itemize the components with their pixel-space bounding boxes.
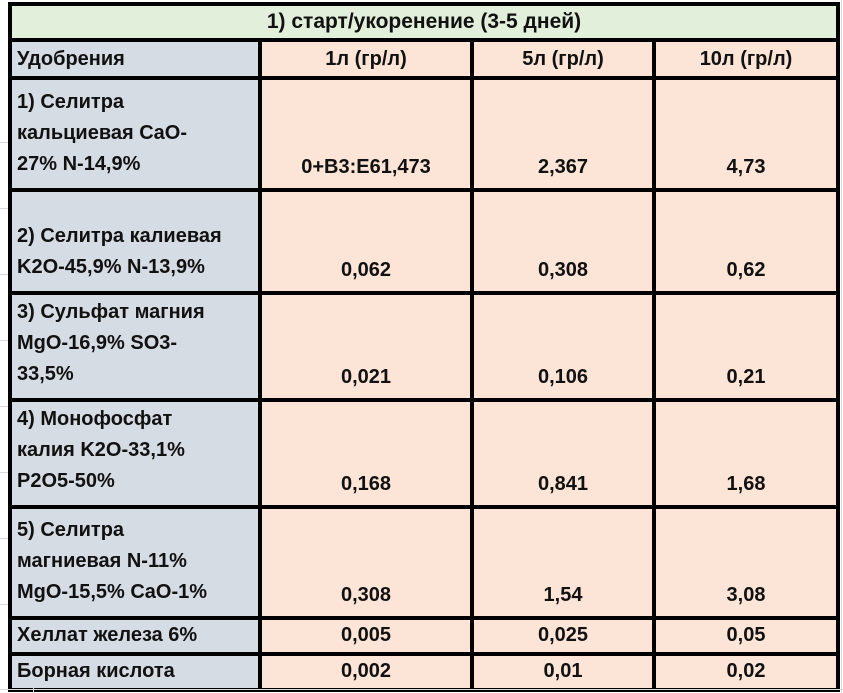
table-row: 3) Сульфат магния MgO-16,9% SO3- 33,5% 0… — [8, 291, 841, 402]
dose-5l-cell[interactable]: 2,367 — [470, 76, 656, 192]
gridline — [0, 472, 8, 473]
gridline — [0, 538, 8, 539]
gridline — [841, 0, 842, 693]
col-header-1l[interactable]: 1л (гр/л) — [258, 38, 474, 80]
table-row: Хеллат железа 6% 0,005 0,025 0,05 — [8, 616, 841, 656]
fertilizer-name-cell[interactable]: 2) Селитра калиевая K2O-45,9% N-13,9% — [8, 188, 262, 295]
fertilizer-schedule-table: 1) старт/укоренение (3-5 дней) Удобрения… — [7, 2, 841, 692]
dose-10l-cell[interactable]: 3,08 — [651, 505, 841, 620]
gridline — [0, 604, 8, 605]
dose-1l-cell[interactable]: 0,308 — [258, 505, 474, 620]
gridline — [0, 340, 8, 341]
table-row: 5) Селитра магниевая N-11% MgO-15,5% CaO… — [8, 505, 841, 620]
col-header-10l[interactable]: 10л (гр/л) — [651, 38, 841, 80]
gridline — [0, 142, 8, 143]
dose-1l-cell[interactable]: 0,002 — [258, 652, 474, 692]
dose-10l-cell[interactable]: 0,62 — [651, 188, 841, 295]
dose-1l-cell[interactable]: 0,005 — [258, 616, 474, 656]
stage-title-cell[interactable]: 1) старт/укоренение (3-5 дней) — [7, 2, 841, 42]
table-row: 1) Селитра кальциевая CaO- 27% N-14,9% 0… — [8, 76, 841, 192]
title-row: 1) старт/укоренение (3-5 дней) — [7, 2, 841, 42]
dose-5l-cell[interactable]: 0,106 — [470, 291, 656, 402]
dose-10l-cell[interactable]: 4,73 — [651, 76, 841, 192]
fertilizer-name-cell[interactable]: 1) Селитра кальциевая CaO- 27% N-14,9% — [8, 76, 262, 192]
dose-5l-cell[interactable]: 0,025 — [470, 616, 656, 656]
fertilizer-name-cell[interactable]: Борная кислота — [8, 652, 262, 692]
dose-5l-cell[interactable]: 0,841 — [470, 398, 656, 509]
col-header-5l[interactable]: 5л (гр/л) — [470, 38, 656, 80]
fertilizer-name-cell[interactable]: 4) Монофосфат калия K2O-33,1% P2O5-50% — [8, 398, 262, 509]
table-row: 4) Монофосфат калия K2O-33,1% P2O5-50% 0… — [8, 398, 841, 509]
fertilizer-name-cell[interactable]: 3) Сульфат магния MgO-16,9% SO3- 33,5% — [8, 291, 262, 402]
gridline — [33, 686, 34, 693]
dose-5l-cell[interactable]: 1,54 — [470, 505, 656, 620]
gridline — [0, 274, 8, 275]
dose-10l-cell[interactable]: 0,21 — [651, 291, 841, 402]
fertilizer-name-cell[interactable]: 5) Селитра магниевая N-11% MgO-15,5% CaO… — [8, 505, 262, 620]
col-header-fertilizers[interactable]: Удобрения — [8, 38, 262, 80]
header-row: Удобрения 1л (гр/л) 5л (гр/л) 10л (гр/л) — [8, 38, 841, 80]
dose-1l-cell[interactable]: 0,021 — [258, 291, 474, 402]
fertilizer-name-cell[interactable]: Хеллат железа 6% — [8, 616, 262, 656]
dose-5l-cell[interactable]: 0,308 — [470, 188, 656, 295]
dose-1l-cell[interactable]: 0,168 — [258, 398, 474, 509]
dose-10l-cell[interactable]: 0,02 — [651, 652, 841, 692]
dose-10l-cell[interactable]: 0,05 — [651, 616, 841, 656]
gridline — [0, 406, 8, 407]
table-row: Борная кислота 0,002 0,01 0,02 — [8, 652, 841, 692]
gridline — [0, 689, 843, 690]
dose-10l-cell[interactable]: 1,68 — [651, 398, 841, 509]
dose-5l-cell[interactable]: 0,01 — [470, 652, 656, 692]
dose-1l-cell[interactable]: 0,062 — [258, 188, 474, 295]
table-row: 2) Селитра калиевая K2O-45,9% N-13,9% 0,… — [8, 188, 841, 295]
gridline — [0, 208, 8, 209]
dose-1l-cell[interactable]: 0+B3:E61,473 — [258, 76, 474, 192]
